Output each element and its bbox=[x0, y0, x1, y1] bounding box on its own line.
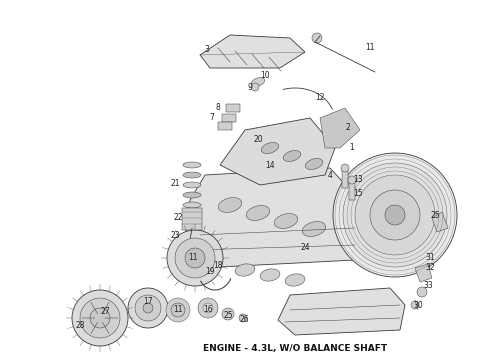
Text: 10: 10 bbox=[260, 71, 270, 80]
Ellipse shape bbox=[218, 198, 242, 212]
Text: 18: 18 bbox=[213, 261, 223, 270]
Circle shape bbox=[370, 190, 420, 240]
Circle shape bbox=[167, 230, 223, 286]
Text: 11: 11 bbox=[173, 306, 183, 315]
Text: 3: 3 bbox=[204, 45, 209, 54]
Polygon shape bbox=[226, 104, 240, 112]
Circle shape bbox=[171, 303, 185, 317]
Polygon shape bbox=[320, 108, 360, 148]
Text: 24: 24 bbox=[300, 243, 310, 252]
Circle shape bbox=[80, 298, 120, 338]
Ellipse shape bbox=[274, 213, 298, 229]
Circle shape bbox=[348, 176, 356, 184]
Text: 27: 27 bbox=[100, 307, 110, 316]
Ellipse shape bbox=[183, 202, 201, 208]
Polygon shape bbox=[415, 264, 432, 282]
Circle shape bbox=[72, 290, 128, 346]
Ellipse shape bbox=[305, 158, 323, 170]
Ellipse shape bbox=[183, 162, 201, 168]
Circle shape bbox=[203, 303, 213, 313]
Circle shape bbox=[185, 248, 205, 268]
Text: 19: 19 bbox=[205, 267, 215, 276]
Ellipse shape bbox=[260, 269, 280, 281]
Text: 28: 28 bbox=[75, 321, 85, 330]
Text: 21: 21 bbox=[170, 179, 180, 188]
Ellipse shape bbox=[246, 206, 270, 220]
Polygon shape bbox=[185, 168, 355, 268]
Polygon shape bbox=[220, 118, 335, 185]
Ellipse shape bbox=[283, 150, 301, 162]
Text: 4: 4 bbox=[327, 171, 332, 180]
Circle shape bbox=[239, 314, 247, 322]
Polygon shape bbox=[200, 35, 305, 68]
Ellipse shape bbox=[183, 182, 201, 188]
Text: 17: 17 bbox=[143, 297, 153, 306]
Text: 33: 33 bbox=[423, 280, 433, 289]
Polygon shape bbox=[349, 180, 355, 200]
Text: 2: 2 bbox=[345, 123, 350, 132]
Circle shape bbox=[90, 308, 110, 328]
Text: 23: 23 bbox=[170, 230, 180, 239]
Ellipse shape bbox=[261, 143, 279, 153]
Text: 8: 8 bbox=[216, 104, 220, 112]
Ellipse shape bbox=[178, 261, 192, 269]
Circle shape bbox=[312, 33, 322, 43]
Circle shape bbox=[251, 83, 259, 91]
Ellipse shape bbox=[302, 221, 326, 237]
Text: 7: 7 bbox=[210, 113, 215, 122]
Polygon shape bbox=[218, 122, 232, 130]
Circle shape bbox=[175, 238, 215, 278]
Circle shape bbox=[198, 298, 218, 318]
Circle shape bbox=[222, 308, 234, 320]
Circle shape bbox=[411, 301, 419, 309]
Text: 9: 9 bbox=[247, 84, 252, 93]
Text: 30: 30 bbox=[413, 301, 423, 310]
Circle shape bbox=[341, 164, 349, 172]
Text: 14: 14 bbox=[265, 161, 275, 170]
Circle shape bbox=[355, 175, 435, 255]
Text: 11: 11 bbox=[188, 253, 198, 262]
Text: 20: 20 bbox=[253, 135, 263, 144]
Polygon shape bbox=[432, 212, 448, 232]
Text: ENGINE - 4.3L, W/O BALANCE SHAFT: ENGINE - 4.3L, W/O BALANCE SHAFT bbox=[203, 345, 387, 354]
Text: 16: 16 bbox=[203, 306, 213, 315]
Text: 25: 25 bbox=[223, 310, 233, 320]
Polygon shape bbox=[278, 288, 405, 335]
Text: 11: 11 bbox=[365, 44, 375, 53]
Ellipse shape bbox=[235, 264, 255, 276]
Circle shape bbox=[128, 288, 168, 328]
Polygon shape bbox=[222, 114, 236, 122]
Circle shape bbox=[417, 287, 427, 297]
Text: 15: 15 bbox=[353, 189, 363, 198]
Text: 25: 25 bbox=[430, 211, 440, 220]
Text: 31: 31 bbox=[425, 253, 435, 262]
Polygon shape bbox=[342, 168, 348, 188]
Text: 32: 32 bbox=[425, 264, 435, 273]
Text: 22: 22 bbox=[173, 213, 183, 222]
Circle shape bbox=[385, 205, 405, 225]
Circle shape bbox=[135, 295, 161, 321]
Text: 13: 13 bbox=[353, 175, 363, 184]
Ellipse shape bbox=[183, 172, 201, 178]
Ellipse shape bbox=[183, 192, 201, 198]
Ellipse shape bbox=[285, 274, 305, 286]
Circle shape bbox=[143, 303, 153, 313]
Ellipse shape bbox=[251, 77, 265, 86]
Circle shape bbox=[343, 163, 447, 267]
Text: 12: 12 bbox=[315, 94, 325, 103]
Text: 1: 1 bbox=[350, 144, 354, 153]
Circle shape bbox=[333, 153, 457, 277]
Text: 26: 26 bbox=[239, 315, 249, 324]
Circle shape bbox=[166, 298, 190, 322]
Polygon shape bbox=[182, 208, 202, 230]
